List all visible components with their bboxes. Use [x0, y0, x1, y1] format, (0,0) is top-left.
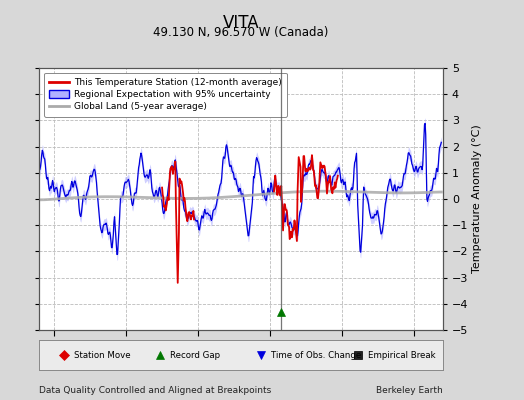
Y-axis label: Temperature Anomaly (°C): Temperature Anomaly (°C): [473, 125, 483, 273]
Legend: This Temperature Station (12-month average), Regional Expectation with 95% uncer: This Temperature Station (12-month avera…: [44, 72, 287, 117]
Text: Time of Obs. Change: Time of Obs. Change: [271, 350, 362, 360]
Text: 49.130 N, 96.570 W (Canada): 49.130 N, 96.570 W (Canada): [154, 26, 329, 39]
Text: Record Gap: Record Gap: [170, 350, 221, 360]
Text: Data Quality Controlled and Aligned at Breakpoints: Data Quality Controlled and Aligned at B…: [39, 386, 271, 395]
Text: Empirical Break: Empirical Break: [368, 350, 436, 360]
Text: Berkeley Earth: Berkeley Earth: [376, 386, 443, 395]
Text: VITA: VITA: [223, 14, 259, 32]
Text: Station Move: Station Move: [73, 350, 130, 360]
